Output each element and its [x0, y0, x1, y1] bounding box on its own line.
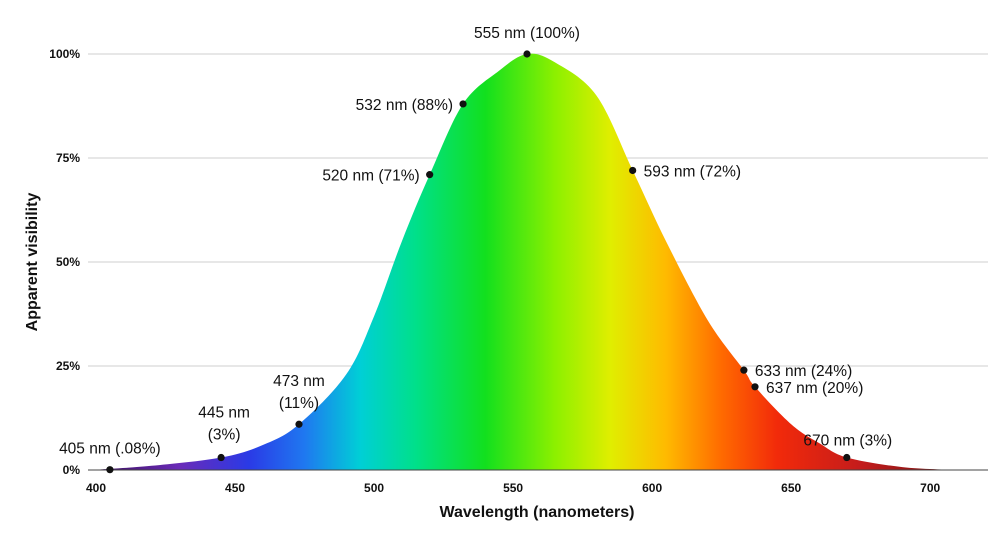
- y-axis-title: Apparent visibility: [24, 193, 41, 332]
- y-tick-label: 0%: [63, 463, 81, 477]
- annotation-labels: 405 nm (.08%) 445 nm (3%) 473 nm (11%) 520 nm…: [59, 25, 892, 458]
- point-label-593: 593 nm (72%): [644, 163, 741, 180]
- point-label-line: 445 nm: [198, 405, 250, 422]
- data-point-532: [459, 100, 467, 108]
- data-point-593: [629, 166, 637, 175]
- point-label-445: 445 nm (3%): [198, 405, 250, 444]
- data-point-473: [295, 420, 303, 428]
- y-tick-label: 25%: [56, 359, 80, 373]
- point-label-405: 405 nm (.08%): [59, 441, 161, 458]
- x-tick-label: 500: [364, 481, 384, 495]
- point-label-520: 520 nm (71%): [322, 168, 419, 185]
- point-label-637: 637 nm (20%): [766, 380, 863, 397]
- data-point-637: [751, 383, 759, 391]
- data-point-555: [523, 50, 531, 58]
- x-tick-label: 650: [781, 481, 801, 495]
- annotated-points: [106, 50, 851, 474]
- point-label-473: 473 nm (11%): [273, 373, 325, 412]
- data-point-520: [426, 171, 434, 179]
- y-tick-label: 50%: [56, 255, 80, 269]
- point-label-line: (11%): [279, 395, 319, 412]
- x-axis-tick-labels: 400 450 500 550 600 650 700: [86, 481, 941, 495]
- data-point-633: [740, 366, 748, 374]
- data-point-670: [843, 453, 851, 462]
- x-tick-label: 550: [503, 481, 523, 495]
- point-label-555: 555 nm (100%): [474, 25, 580, 42]
- point-label-line: 473 nm: [273, 373, 325, 390]
- visibility-curve-area: [96, 53, 958, 470]
- point-label-line: (3%): [208, 427, 241, 444]
- x-tick-label: 400: [86, 481, 106, 495]
- point-label-532: 532 nm (88%): [356, 97, 453, 114]
- x-axis-title: Wavelength (nanometers): [440, 504, 635, 521]
- x-tick-label: 700: [920, 481, 940, 495]
- data-point-405: [106, 466, 114, 474]
- data-point-445: [217, 453, 225, 462]
- y-tick-label: 75%: [56, 151, 80, 165]
- x-tick-label: 600: [642, 481, 662, 495]
- y-axis-tick-labels: 0% 25% 50% 75% 100%: [49, 47, 80, 477]
- x-tick-label: 450: [225, 481, 245, 495]
- point-label-670: 670 nm (3%): [803, 433, 892, 450]
- y-tick-label: 100%: [49, 47, 80, 61]
- point-label-633: 633 nm (24%): [755, 363, 852, 380]
